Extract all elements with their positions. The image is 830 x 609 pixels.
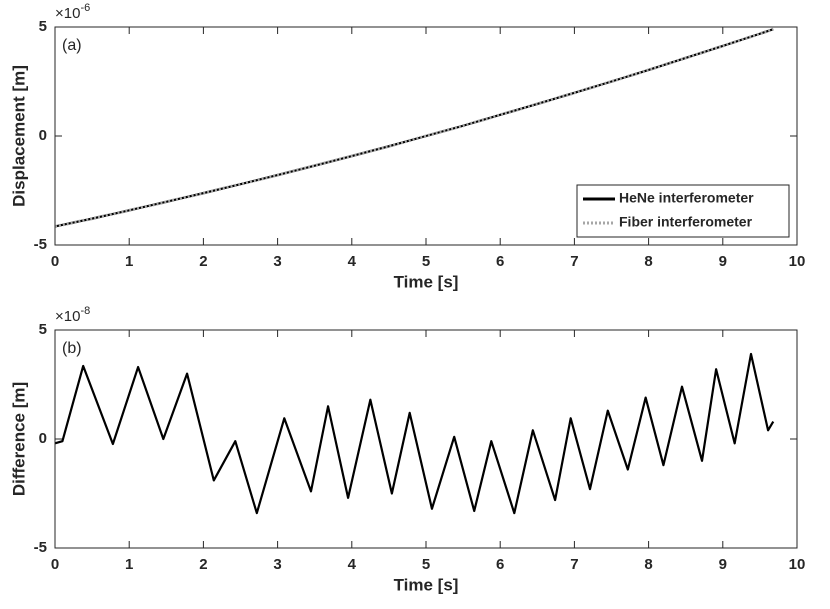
y-tick-label: 5 (39, 321, 47, 338)
axes: 0 1 2 3 4 5 6 7 8 9 10-505(a)Time [s]Displacement … (9, 2, 805, 292)
data-line (54, 27, 774, 228)
y-axis-label: Displacement [m] (9, 65, 28, 207)
exponent-base: ×10 (55, 5, 80, 22)
y-tick-label: 5 (39, 18, 47, 35)
x-axis-label: Time [s] (394, 272, 459, 291)
x-tick-label: 3 (273, 253, 281, 270)
y-exponent: ×10-6 (55, 2, 90, 22)
x-axis-label: Time [s] (394, 575, 459, 594)
legend-label: HeNe interferometer (619, 190, 754, 206)
axes-frame (54, 329, 798, 549)
exponent-base: ×10 (55, 308, 80, 325)
x-tick-label: 7 (570, 253, 578, 270)
x-tick-label: 2 (199, 253, 207, 270)
x-tick-label: 9 (719, 556, 727, 573)
annotation: (a) (62, 37, 82, 54)
x-tick-label: 10 (789, 253, 806, 270)
exponent-power: -6 (80, 2, 90, 14)
x-tick-label: 0 (51, 556, 59, 573)
x-tick-label: 8 (644, 556, 652, 573)
axes-frame (54, 26, 798, 246)
exponent-power: -8 (80, 305, 90, 317)
x-tick-label: 4 (348, 556, 357, 573)
data-line (54, 352, 775, 515)
x-tick-label: 8 (644, 253, 652, 270)
x-tick-label: 5 (422, 253, 430, 270)
y-tick-label: 0 (39, 430, 47, 447)
x-tick-label: 10 (789, 556, 806, 573)
legend: HeNe interferometer Fiber interferometer (576, 184, 790, 238)
y-tick-label: -5 (34, 236, 47, 253)
x-tick-label: 6 (496, 253, 504, 270)
y-exponent: ×10-8 (55, 305, 90, 325)
y-tick-label: 0 (39, 127, 47, 144)
legend-label: Fiber interferometer (619, 214, 753, 230)
x-tick-label: 3 (273, 556, 281, 573)
x-tick-label: 5 (422, 556, 430, 573)
plot-area (55, 330, 797, 548)
axes: 0 1 2 3 4 5 6 7 8 9 10-505(b)Time [s]Difference [m… (9, 305, 805, 595)
x-tick-label: 1 (125, 556, 133, 573)
x-tick-label: 7 (570, 556, 578, 573)
x-tick-label: 6 (496, 556, 504, 573)
x-tick-label: 2 (199, 556, 207, 573)
x-tick-label: 9 (719, 253, 727, 270)
legend-box (576, 184, 790, 238)
annotation: (b) (62, 340, 82, 357)
x-tick-label: 4 (348, 253, 357, 270)
x-tick-label: 1 (125, 253, 133, 270)
y-axis-label: Difference [m] (9, 382, 28, 496)
x-tick-label: 0 (51, 253, 59, 270)
y-tick-label: -5 (34, 539, 47, 556)
